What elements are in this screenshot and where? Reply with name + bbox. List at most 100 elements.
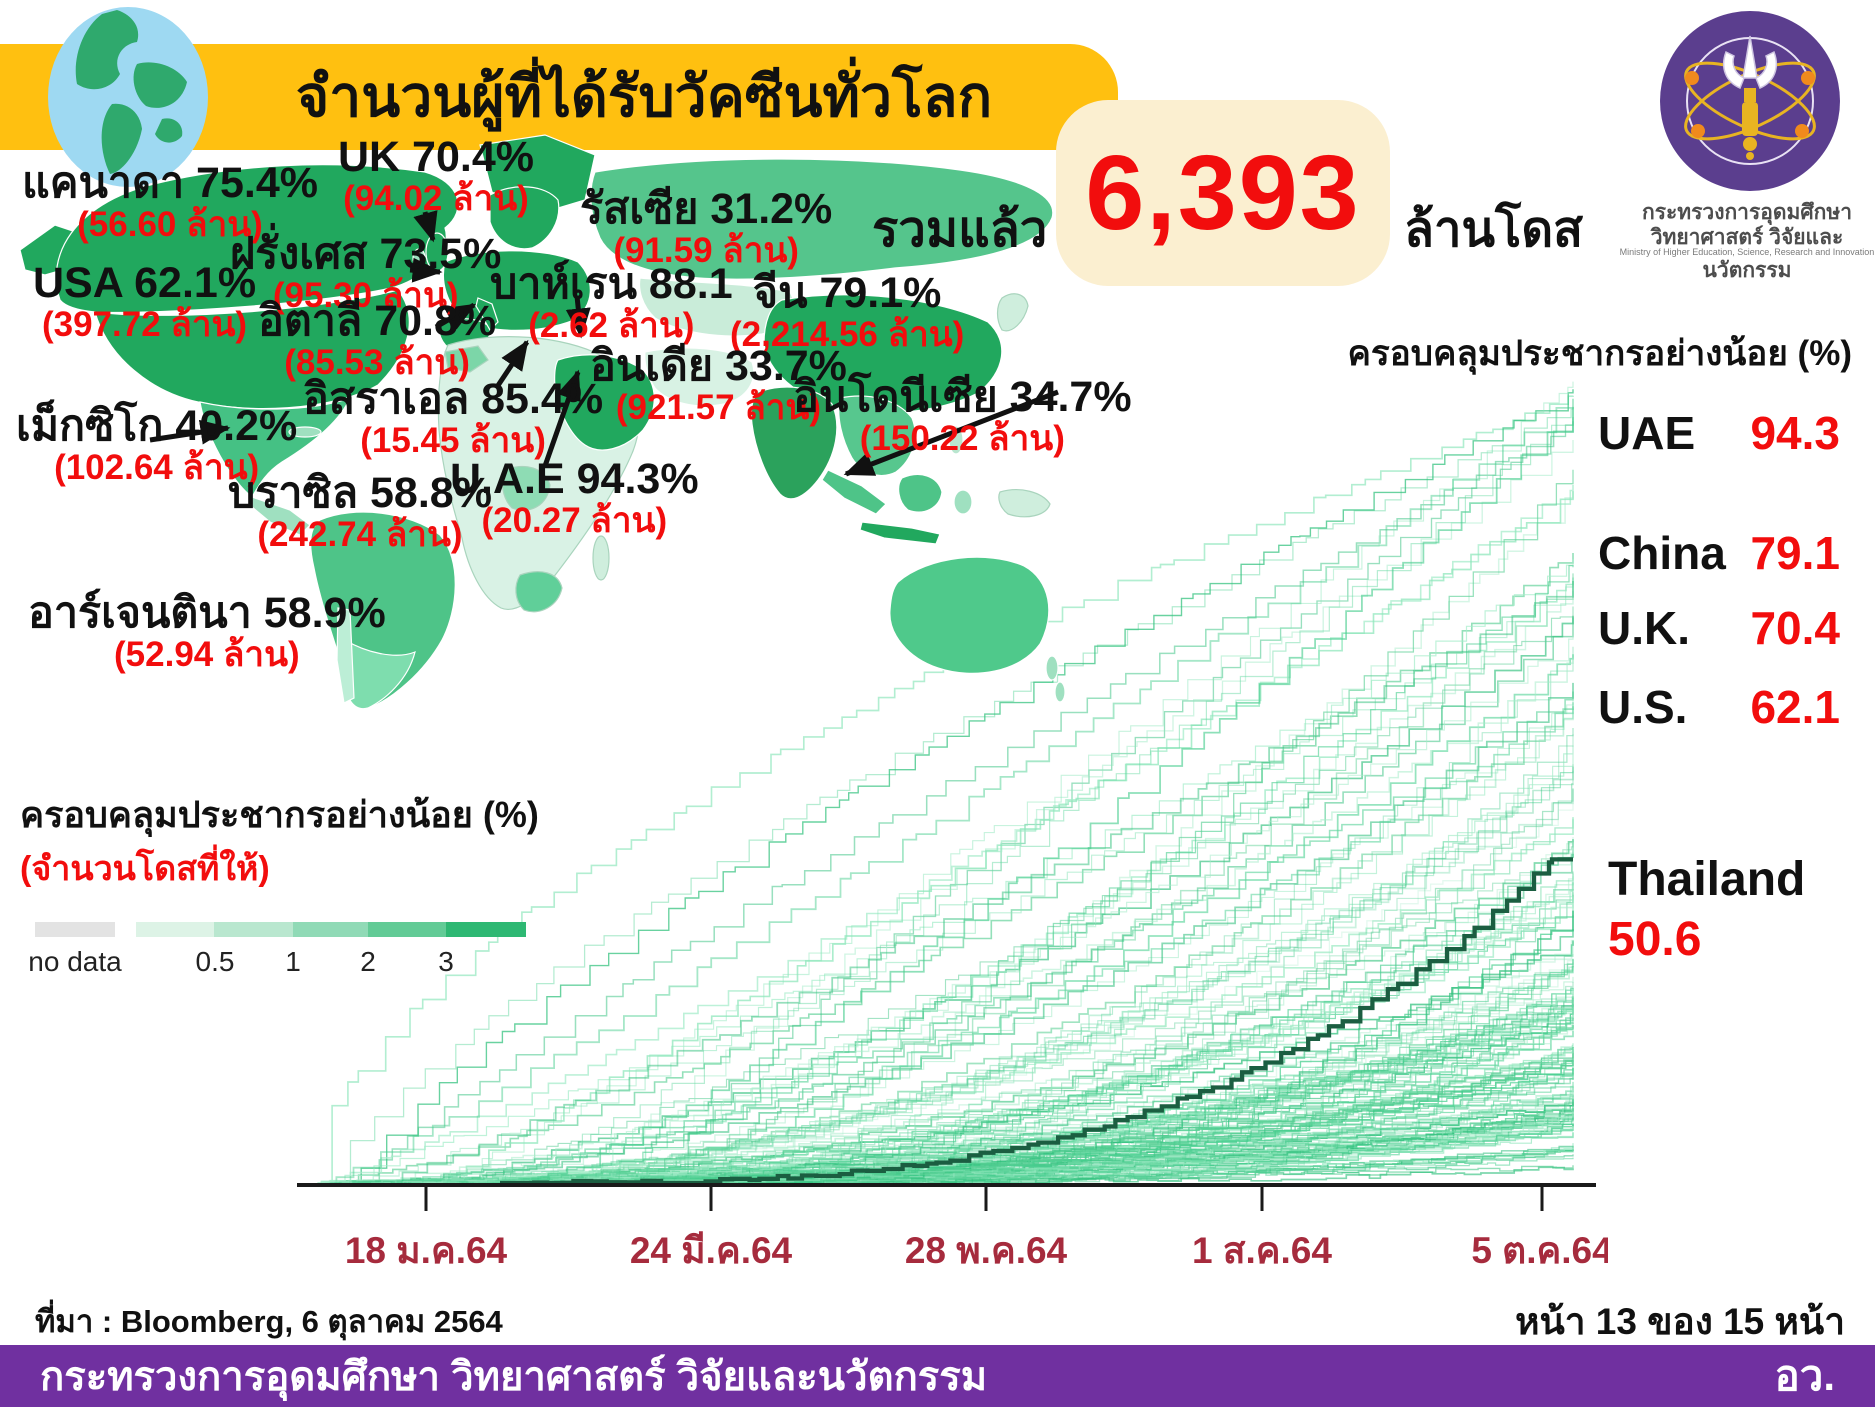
country-doses: (102.64 ล้าน) bbox=[54, 448, 260, 488]
source-note: ที่มา : Bloomberg, 6 ตุลาคม 2564 bbox=[35, 1304, 503, 1339]
country-doses: (2.62 ล้าน) bbox=[528, 306, 695, 346]
chart-line bbox=[305, 559, 1574, 1185]
country-percent: อินโดนีเซีย 34.7% bbox=[793, 373, 1132, 421]
coverage-value: 62.1 bbox=[1750, 681, 1840, 733]
country-doses: (95.30 ล้าน) bbox=[272, 276, 459, 316]
total-suffix: ล้านโดส bbox=[1404, 203, 1584, 257]
legend-subtitle: (จำนวนโดสที่ให้) bbox=[20, 850, 270, 888]
map-label-argentina: อาร์เจนตินา 58.9% (52.94 ล้าน) bbox=[28, 590, 386, 674]
chart-line bbox=[316, 852, 1574, 1185]
arrow-uk bbox=[413, 210, 438, 243]
map-label-bahrain: บาห์เรน 88.1 (2.62 ล้าน) bbox=[490, 261, 733, 345]
x-tick-label: 5 ต.ค.64 bbox=[1471, 1230, 1608, 1271]
country-doses: (150.22 ล้าน) bbox=[859, 419, 1065, 459]
chart-line bbox=[654, 417, 1574, 1185]
chart-line bbox=[305, 896, 1574, 1185]
coverage-row-uk: U.K. 70.4 bbox=[1598, 601, 1840, 655]
map-label-uk: UK 70.4% (94.02 ล้าน) bbox=[338, 134, 534, 218]
country-doses: (20.27 ล้าน) bbox=[481, 501, 668, 541]
country-label: China bbox=[1598, 527, 1726, 579]
arrow-uae bbox=[542, 369, 581, 467]
chart-line bbox=[425, 381, 1574, 1185]
country-percent: UK 70.4% bbox=[338, 133, 534, 181]
chart-line bbox=[723, 491, 1574, 1185]
country-percent: USA 62.1% bbox=[33, 259, 257, 307]
country-label: U.K. bbox=[1598, 602, 1690, 654]
footer-abbr: อว. bbox=[1774, 1352, 1835, 1399]
chart-line bbox=[435, 491, 1574, 1185]
legend-scale-label: 0.5 bbox=[195, 946, 235, 977]
chart-line bbox=[323, 657, 1574, 1185]
arrow-israel bbox=[494, 339, 530, 389]
country-percent: ฝรั่งเศส 73.5% bbox=[230, 230, 502, 278]
chart-line bbox=[554, 564, 1574, 1185]
chart-line bbox=[681, 712, 1574, 1185]
arrow-italy bbox=[434, 302, 477, 330]
map-label-canada: แคนาดา 75.4% (56.60 ล้าน) bbox=[22, 160, 318, 244]
map-label-israel: อิสราเอล 85.4% (15.45 ล้าน) bbox=[303, 376, 603, 460]
country-percent: อิตาลี 70.8% bbox=[258, 297, 497, 345]
legend-scale-label: 3 bbox=[438, 946, 454, 977]
country-doses: (921.57 ล้าน) bbox=[615, 388, 822, 428]
chart-line bbox=[477, 590, 1574, 1185]
chart-line bbox=[537, 915, 1574, 1185]
vaccination-line-chart: 18 ม.ค.64 24 มี.ค.64 28 พ.ค.64 1 ส.ค.64 5 ต.… bbox=[297, 381, 1608, 1271]
country-percent: เม็กซิโก 40.2% bbox=[16, 402, 298, 450]
legend-swatch bbox=[368, 922, 446, 937]
map-label-china: จีน 79.1% (2,214.56 ล้าน) bbox=[730, 270, 964, 354]
map-label-italy: อิตาลี 70.8% (85.53 ล้าน) bbox=[258, 298, 496, 382]
coverage-value: 79.1 bbox=[1750, 527, 1840, 579]
footer-bar: กระทรวงการอุดมศึกษา วิทยาศาสตร์ วิจัยและ… bbox=[0, 1345, 1875, 1407]
chart-line bbox=[318, 398, 1574, 1185]
country-doses: (52.94 ล้าน) bbox=[114, 635, 300, 675]
world-choropleth-map bbox=[19, 134, 1066, 710]
map-label-uae: U.A.E 94.3% (20.27 ล้าน) bbox=[450, 456, 699, 540]
country-percent: อาร์เจนตินา 58.9% bbox=[28, 589, 386, 637]
chart-line bbox=[328, 702, 1574, 1185]
chart-line bbox=[332, 1002, 1574, 1185]
logo-line1: กระทรวงการอุดมศึกษา bbox=[1642, 201, 1852, 224]
map-label-indonesia: อินโดนีเซีย 34.7% (150.22 ล้าน) bbox=[793, 374, 1132, 458]
chart-line bbox=[324, 406, 1574, 1185]
country-percent: แคนาดา 75.4% bbox=[22, 159, 318, 207]
country-doses: (397.72 ล้าน) bbox=[41, 305, 248, 345]
country-doses: (91.59 ล้าน) bbox=[613, 231, 799, 271]
coverage-value: 94.3 bbox=[1750, 407, 1840, 459]
chart-line bbox=[465, 789, 1574, 1185]
country-percent: บาห์เรน 88.1 bbox=[490, 260, 733, 308]
logo-line2: วิทยาศาสตร์ วิจัยและนวัตกรรม bbox=[1650, 226, 1844, 282]
arrow-mexico bbox=[149, 419, 231, 445]
legend-swatch bbox=[35, 922, 115, 937]
coverage-row-us: U.S. 62.1 bbox=[1598, 680, 1840, 734]
arrow-bahrain bbox=[565, 295, 591, 339]
chart-line bbox=[310, 871, 1574, 1185]
map-label-france: ฝรั่งเศส 73.5% (95.30 ล้าน) bbox=[230, 231, 501, 315]
chart-line bbox=[571, 469, 1574, 1185]
map-label-russia: รัสเซีย 31.2% (91.59 ล้าน) bbox=[580, 186, 832, 270]
chart-line bbox=[309, 485, 1574, 1185]
ministry-logo-icon bbox=[1660, 11, 1840, 191]
country-percent: รัสเซีย 31.2% bbox=[580, 185, 833, 233]
thailand-value: 50.6 bbox=[1608, 913, 1702, 966]
coverage-row-uae: UAE 94.3 bbox=[1598, 406, 1840, 460]
chart-line bbox=[381, 606, 1574, 1185]
x-tick-label: 1 ส.ค.64 bbox=[1192, 1230, 1332, 1271]
map-label-india: อินเดีย 33.7% (921.57 ล้าน) bbox=[590, 343, 847, 427]
page-title: จำนวนผู้ที่ได้รับวัคซีนทั่วโลก bbox=[295, 65, 993, 129]
country-percent: บราซิล 58.8% bbox=[228, 469, 492, 517]
total-doses-box: 6,393 bbox=[1056, 100, 1390, 286]
total-doses-value: 6,393 bbox=[1085, 133, 1361, 252]
chart-line bbox=[633, 1149, 1574, 1185]
thailand-line bbox=[500, 857, 1573, 1186]
thailand-label: Thailand bbox=[1608, 853, 1806, 906]
country-doses: (15.45 ล้าน) bbox=[360, 421, 546, 461]
chart-line bbox=[580, 440, 1574, 1185]
country-doses: (85.53 ล้าน) bbox=[284, 343, 470, 383]
chart-line bbox=[352, 421, 1574, 1185]
arrow-indonesia bbox=[843, 389, 1059, 477]
arrow-france bbox=[409, 257, 443, 283]
legend-swatch bbox=[446, 922, 526, 937]
country-percent: U.A.E 94.3% bbox=[450, 455, 699, 503]
chart-line bbox=[550, 577, 1574, 1185]
page-indicator: หน้า 13 ของ 15 หน้า bbox=[1515, 1301, 1845, 1342]
